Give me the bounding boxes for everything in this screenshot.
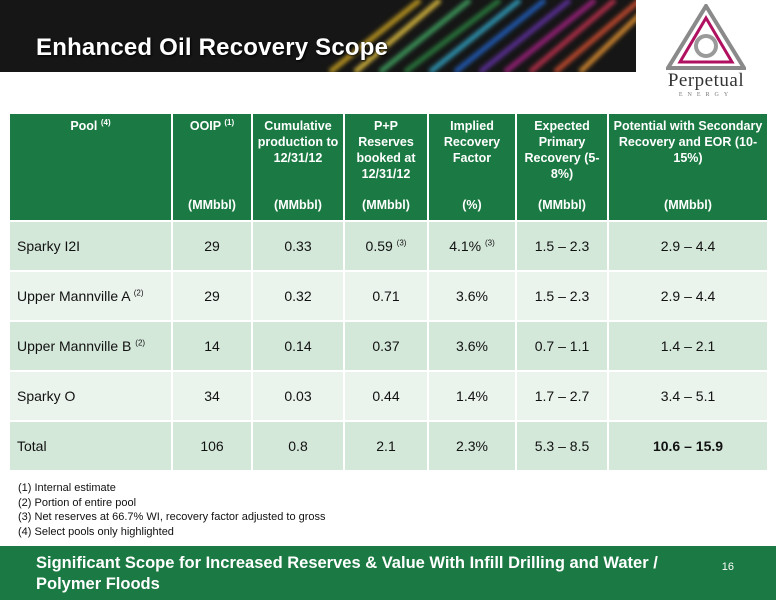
pool-table: Pool (4) OOIP (1) (MMbbl) Cumulative prod…	[10, 114, 767, 470]
pool-cell: Sparky I2I	[10, 220, 173, 270]
potential-cell: 3.4 – 5.1	[609, 370, 767, 420]
recovery-factor-cell: 3.6%	[429, 270, 517, 320]
page-number: 16	[721, 561, 734, 573]
ooip-cell: 14	[173, 320, 253, 370]
cumulative-cell: 0.14	[253, 320, 345, 370]
cumulative-cell: 0.33	[253, 220, 345, 270]
table-row: Upper Mannville B (2) 14 0.14 0.37 3.6% …	[10, 320, 767, 370]
logo-name: Perpetual	[667, 70, 745, 91]
ooip-cell: 106	[173, 420, 253, 470]
pool-cell: Sparky O	[10, 370, 173, 420]
ooip-cell: 29	[173, 270, 253, 320]
header-potential: Potential with Secondary Recovery and EO…	[609, 114, 767, 220]
footer-banner: Significant Scope for Increased Reserves…	[0, 546, 776, 600]
header-primary-recovery: Expected Primary Recovery (5-8%) (MMbbl)	[517, 114, 609, 220]
ooip-cell: 34	[173, 370, 253, 420]
cumulative-cell: 0.8	[253, 420, 345, 470]
recovery-factor-cell: 4.1% (3)	[429, 220, 517, 270]
potential-cell: 10.6 – 15.9	[609, 420, 767, 470]
cumulative-cell: 0.03	[253, 370, 345, 420]
pp-cell: 0.37	[345, 320, 429, 370]
recovery-factor-cell: 1.4%	[429, 370, 517, 420]
header-ooip: OOIP (1) (MMbbl)	[173, 114, 253, 220]
triangle-logo-icon	[666, 4, 746, 70]
primary-cell: 0.7 – 1.1	[517, 320, 609, 370]
table-row: Sparky I2I 29 0.33 0.59 (3) 4.1% (3) 1.5…	[10, 220, 767, 270]
company-logo: Perpetual ENERGY	[636, 0, 776, 104]
pp-cell: 0.59 (3)	[345, 220, 429, 270]
footer-message: Significant Scope for Increased Reserves…	[36, 554, 658, 593]
header-cumulative: Cumulative production to 12/31/12 (MMbbl)	[253, 114, 345, 220]
potential-cell: 2.9 – 4.4	[609, 220, 767, 270]
logo-subtitle: ENERGY	[678, 92, 734, 98]
recovery-factor-cell: 2.3%	[429, 420, 517, 470]
pool-cell: Upper Mannville B (2)	[10, 320, 173, 370]
table-row: Sparky O 34 0.03 0.44 1.4% 1.7 – 2.7 3.4…	[10, 370, 767, 420]
pp-cell: 0.44	[345, 370, 429, 420]
pp-cell: 0.71	[345, 270, 429, 320]
footnote: (2) Portion of entire pool	[18, 496, 137, 509]
pp-cell: 2.1	[345, 420, 429, 470]
pool-cell: Total	[10, 420, 173, 470]
primary-cell: 1.7 – 2.7	[517, 370, 609, 420]
ooip-cell: 29	[173, 220, 253, 270]
footnote: (3) Net reserves at 66.7% WI, recovery f…	[18, 511, 326, 523]
footnote: (4) Select pools only highlighted	[18, 525, 174, 538]
header-recovery-factor: Implied Recovery Factor (%)	[429, 114, 517, 220]
recovery-factor-cell: 3.6%	[429, 320, 517, 370]
potential-cell: 1.4 – 2.1	[609, 320, 767, 370]
table-row: Upper Mannville A (2) 29 0.32 0.71 3.6% …	[10, 270, 767, 320]
header-pp-reserves: P+P Reserves booked at 12/31/12 (MMbbl)	[345, 114, 429, 220]
table-total-row: Total 106 0.8 2.1 2.3% 5.3 – 8.5 10.6 – …	[10, 420, 767, 470]
cumulative-cell: 0.32	[253, 270, 345, 320]
pool-cell: Upper Mannville A (2)	[10, 270, 173, 320]
page-title: Enhanced Oil Recovery Scope	[36, 34, 389, 61]
primary-cell: 1.5 – 2.3	[517, 270, 609, 320]
primary-cell: 5.3 – 8.5	[517, 420, 609, 470]
table-header-row: Pool (4) OOIP (1) (MMbbl) Cumulative prod…	[10, 114, 767, 220]
potential-cell: 2.9 – 4.4	[609, 270, 767, 320]
header-pool: Pool (4)	[10, 114, 173, 220]
footnotes: (1) Internal estimate (2) Portion of ent…	[18, 481, 326, 539]
footnote: (1) Internal estimate	[18, 482, 116, 494]
primary-cell: 1.5 – 2.3	[517, 220, 609, 270]
